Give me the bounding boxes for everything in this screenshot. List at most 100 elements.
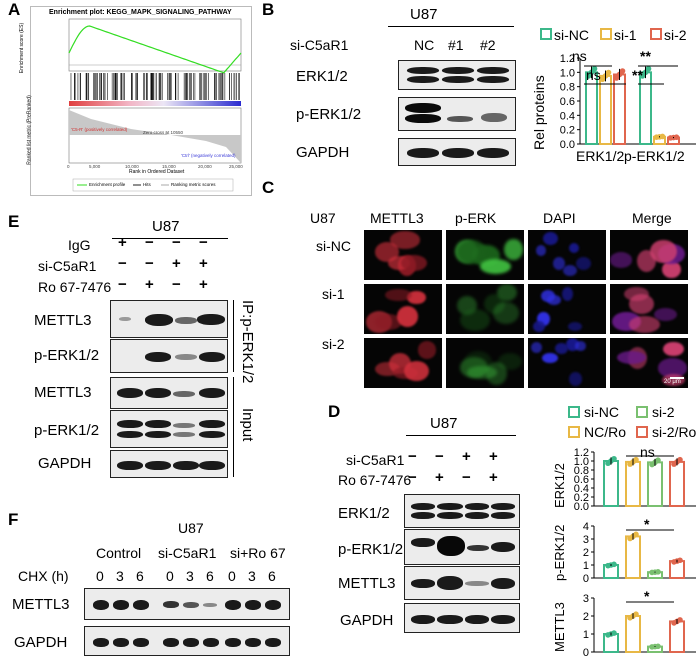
d-cond-ro: Ro 67-7476 <box>338 472 412 488</box>
e-blot-mettl3-input <box>110 377 228 409</box>
micrograph-cell <box>446 284 524 334</box>
bar <box>625 535 641 579</box>
gsea-legend-hits: Hits <box>143 182 151 187</box>
d-blot-label-gapdh: GAPDH <box>340 612 394 629</box>
bar <box>625 460 641 507</box>
bar <box>613 73 626 146</box>
b-legend-2: si-2 <box>664 27 687 43</box>
data-point <box>633 531 639 538</box>
b-legend-1: si-1 <box>614 27 637 43</box>
panel-label-d: D <box>328 402 341 421</box>
c-col-mettl3: METTL3 <box>370 210 424 226</box>
d-cell-line: U87 <box>430 415 458 432</box>
y-tick-label: 1.2 <box>560 53 575 65</box>
e-input-bracket <box>233 377 234 477</box>
y-tick-label: 2 <box>583 547 589 559</box>
d-legend-swatch-si2ro <box>636 426 648 438</box>
b-xcat-perk: p-ERK1/2 <box>624 148 685 164</box>
svg-text:20,000: 20,000 <box>198 164 212 169</box>
c-col-dapi: DAPI <box>543 210 576 226</box>
d-cell-underline <box>406 435 516 436</box>
d-cond-si: si-C5aR1 <box>346 452 405 468</box>
d-blot-gapdh <box>404 603 520 633</box>
y-tick-label: 1.2 <box>574 447 589 459</box>
y-tick-label: 0.2 <box>574 492 589 504</box>
f-blot-gapdh <box>84 626 290 656</box>
sign-mark: + <box>172 255 181 272</box>
data-point <box>591 65 598 72</box>
f-blot-label-mettl3: METTL3 <box>12 596 70 613</box>
b-blot-label-perk: p-ERK1/2 <box>296 106 362 123</box>
y-tick-label: 0.0 <box>560 139 575 151</box>
d-sign-grid: − − + + − + − + <box>408 448 518 492</box>
panel-label-c: C <box>262 178 275 197</box>
b-blot-erk <box>398 60 516 90</box>
b-sig-ns-1: ns <box>572 48 587 64</box>
panel-label-e: E <box>8 212 20 231</box>
y-tick-label: 3 <box>583 534 589 546</box>
bar <box>669 620 685 653</box>
e-blot-label-mettl3-input: METTL3 <box>34 384 92 401</box>
b-chart-ylabel: Rel proteins <box>531 75 547 150</box>
svg-text:15,000: 15,000 <box>162 164 176 169</box>
bar <box>585 71 598 145</box>
e-cond-igg: IgG <box>68 237 91 253</box>
c-row-nc: si-NC <box>316 238 351 254</box>
svg-text:0: 0 <box>67 164 70 169</box>
d2-sig-star: * <box>644 516 650 532</box>
b-cell-underline <box>388 26 514 27</box>
d-blot-label-mettl3: METTL3 <box>338 575 396 592</box>
data-point <box>645 65 652 72</box>
sign-mark: + <box>435 469 444 486</box>
b-blot-label-gapdh: GAPDH <box>296 144 350 161</box>
sign-mark: − <box>145 234 154 251</box>
d-legend-si2ro: si-2/Ro <box>652 424 697 440</box>
data-point <box>611 630 617 636</box>
sign-mark: + <box>118 234 127 251</box>
sign-mark: − <box>172 276 181 293</box>
e-blot-gapdh <box>110 450 228 478</box>
b-sig-ns-2: ns <box>586 67 601 83</box>
sign-mark: − <box>462 469 471 486</box>
d1-bar-chart: 0.00.20.40.60.81.01.2 <box>574 447 696 512</box>
bar <box>669 460 685 507</box>
chx-time-label: 3 <box>248 568 256 584</box>
d-blot-label-erk: ERK1/2 <box>338 505 390 522</box>
sign-mark: − <box>408 448 417 465</box>
c-col-perk: p-ERK <box>455 210 497 226</box>
y-tick-label: 0.8 <box>574 465 589 477</box>
d-blot-erk <box>404 494 520 528</box>
b-legend-nc: si-NC <box>554 27 589 43</box>
gsea-xlabel: Rank in Ordered Dataset <box>129 169 185 175</box>
data-point <box>611 561 617 568</box>
e-input-label: Input <box>239 408 256 442</box>
d3-bar-chart: 0 1 2 3 <box>583 593 696 658</box>
b-lane-1: #1 <box>448 37 464 53</box>
y-tick-label: 0 <box>583 573 589 584</box>
micrograph-cell <box>528 338 606 388</box>
gsea-ylabel: Enrichment score (ES) <box>19 22 26 74</box>
e-blot-label-gapdh: GAPDH <box>38 455 92 472</box>
micrograph-cell <box>610 284 688 334</box>
e-blot-perk-input <box>110 410 228 448</box>
e-blot-label-mettl3-ip: METTL3 <box>34 312 92 329</box>
y-tick-label: 3 <box>583 593 589 605</box>
bar <box>647 461 663 508</box>
b-blot-gapdh <box>398 138 516 166</box>
d-legend-swatch-ncro <box>568 426 580 438</box>
f-group-si: si-C5aR1 <box>158 545 217 561</box>
sign-mark: + <box>199 276 208 293</box>
b-lane-2: #2 <box>480 37 496 53</box>
data-point <box>659 133 666 140</box>
b-bar-chart: 0.0 0.2 0.4 0.6 0.8 1.0 1.2 <box>560 53 696 151</box>
svg-text:5,000: 5,000 <box>89 164 101 169</box>
e-blot-label-perk-ip: p-ERK1/2 <box>34 347 100 364</box>
data-point <box>655 569 661 575</box>
bar <box>639 71 652 145</box>
data-point <box>619 68 626 74</box>
y-tick-label: 0.2 <box>560 125 575 137</box>
sign-mark: − <box>145 255 154 272</box>
data-point <box>677 456 683 463</box>
data-point <box>611 455 617 462</box>
